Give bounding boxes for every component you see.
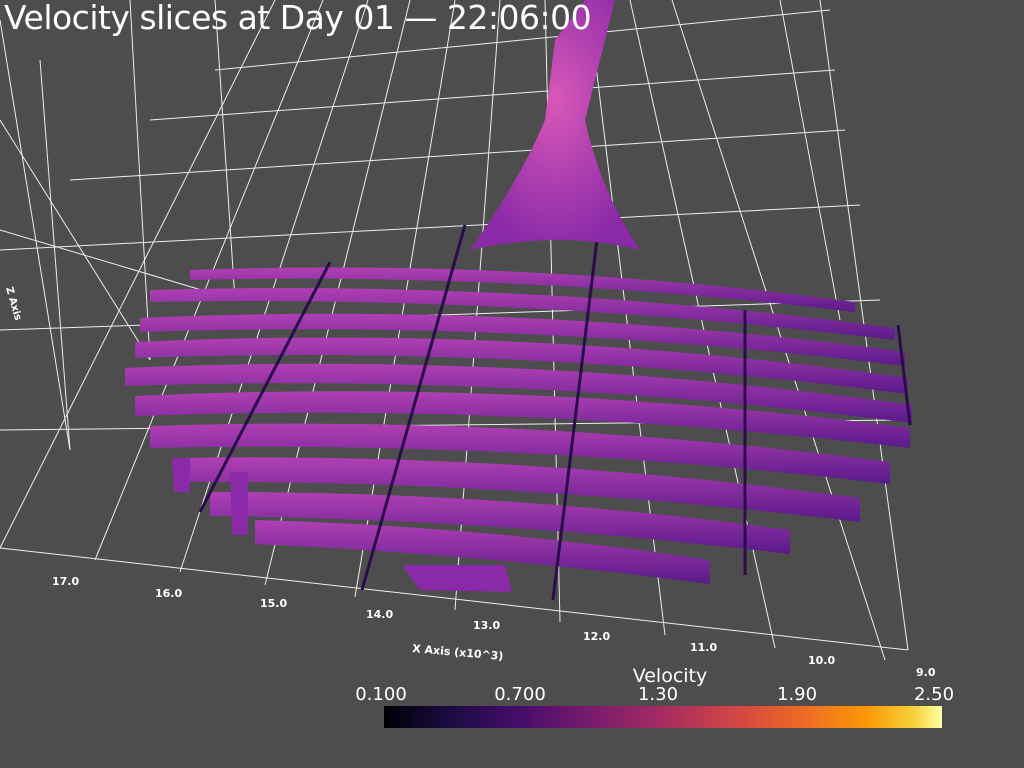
x-tick-label: 10.0 — [808, 654, 835, 667]
grid-line — [671, 0, 886, 661]
grid-line — [214, 9, 831, 71]
z-axis-label: Z Axis — [3, 286, 23, 322]
chart-title: Velocity slices at Day 01 — 22:06:00 — [4, 0, 592, 37]
slice-ribbon — [210, 491, 790, 554]
grid-line — [94, 0, 324, 561]
grid-line — [0, 119, 151, 361]
grid-line — [0, 229, 236, 301]
slice-ribbon — [255, 520, 710, 584]
grid-line — [39, 59, 71, 451]
slice-ribbon — [190, 267, 855, 312]
x-tick-label: 17.0 — [52, 575, 79, 588]
slice-ribbon — [135, 337, 908, 394]
slice-ribbon — [150, 423, 890, 484]
grid-line — [779, 0, 841, 321]
slice-ribbon — [175, 457, 860, 522]
x-tick-label: 16.0 — [155, 587, 182, 600]
slice-wall — [551, 214, 602, 601]
slice-ribbon — [125, 363, 912, 423]
slice-wall — [198, 261, 332, 513]
grid-line — [0, 547, 909, 651]
slice-ribbon — [135, 391, 910, 448]
grid-line — [179, 0, 369, 573]
colorbar-tick: 2.50 — [913, 684, 955, 705]
x-tick-label: 12.0 — [583, 630, 610, 643]
colorbar-tick: 0.700 — [494, 684, 546, 705]
x-tick-labels: 17.0 16.0 15.0 14.0 13.0 12.0 11.0 10.0 9.0 — [52, 575, 936, 679]
slice-ribbon — [140, 313, 905, 366]
x-tick-label: 9.0 — [916, 666, 936, 679]
x-tick-label: 14.0 — [366, 608, 393, 621]
slice-block — [172, 458, 190, 492]
grid-line — [587, 0, 666, 636]
colorbar-tick: 1.30 — [637, 684, 679, 705]
grid-line — [214, 0, 236, 301]
grid-line — [129, 0, 151, 361]
velocity-slices — [125, 0, 912, 601]
x-tick-label: 15.0 — [260, 597, 287, 610]
slice-block — [402, 565, 512, 592]
grid-line — [0, 204, 861, 251]
slice-ribbon — [150, 287, 895, 340]
velocity-peak — [470, 0, 640, 250]
colorbar-gradient — [384, 706, 942, 728]
x-tick-label: 13.0 — [473, 619, 500, 632]
colorbar-tick: 0.100 — [355, 684, 407, 705]
grid-line — [149, 69, 836, 121]
slice-block — [230, 472, 248, 535]
grid-line — [0, 19, 71, 451]
slice-wall — [896, 324, 912, 426]
slice-wall — [360, 224, 467, 591]
colorbar-tick: 1.90 — [776, 684, 818, 705]
x-tick-label: 11.0 — [690, 641, 717, 654]
colorbar-title: Velocity — [632, 665, 708, 687]
x-axis-label: X Axis (x10^3) — [412, 642, 504, 663]
grid-line — [69, 129, 846, 181]
grid-line — [0, 0, 276, 549]
